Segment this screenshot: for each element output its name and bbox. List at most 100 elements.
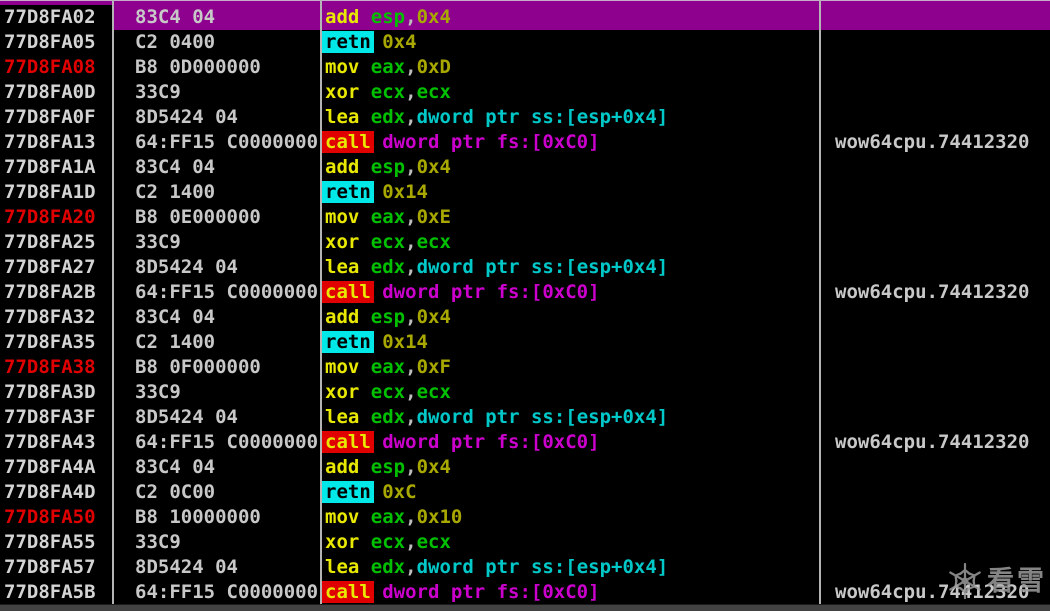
disassembly-row[interactable]: 77D8FA05 C2 0400 retn 0x4 (0, 30, 1050, 55)
disassembly-row[interactable]: 77D8FA55 33C9 xor ecx,ecx (0, 530, 1050, 555)
disassembly-cell: retn 0xC (320, 480, 819, 505)
bytes-cell: 83C4 04 (112, 5, 320, 30)
comment-cell (819, 180, 1050, 205)
disassembly-row[interactable]: 77D8FA08 B8 0D000000 mov eax,0xD (0, 55, 1050, 80)
token-plain (371, 31, 382, 53)
token-mnemonic: mov (325, 356, 360, 378)
token-number: 0x4 (416, 456, 451, 478)
disassembly-row[interactable]: 77D8FA20 B8 0E000000 mov eax,0xE (0, 205, 1050, 230)
bytes-cell: 64:FF15 C0000000 (135, 581, 319, 603)
address-cell-breakpoint: 77D8FA50 (4, 506, 96, 528)
token-plain (371, 481, 382, 503)
token-plain: , (405, 56, 417, 78)
horizontal-scrollbar[interactable] (0, 604, 1050, 611)
disassembly-row[interactable]: 77D8FA3F 8D5424 04 lea edx,dword ptr ss:[e… (0, 405, 1050, 430)
disassembly-row[interactable]: 77D8FA1D C2 1400 retn 0x14 (0, 180, 1050, 205)
column-separator-disassembly-comment[interactable] (819, 0, 821, 605)
address-cell: 77D8FA4A (4, 456, 96, 478)
address-cell: 77D8FA25 (4, 231, 96, 253)
token-plain (371, 581, 382, 603)
address-cell: 77D8FA1D (4, 181, 96, 203)
address-cell: 77D8FA43 (4, 431, 96, 453)
retn-highlight-token: retn (322, 331, 374, 353)
token-plain (359, 256, 370, 278)
token-number: 0x4 (416, 156, 451, 178)
disassembly-cell: call dword ptr fs:[0xC0] (320, 130, 819, 155)
address-cell: 77D8FA3D (4, 381, 96, 403)
token-plain: , (405, 231, 417, 253)
token-mnemonic: xor (325, 231, 360, 253)
bytes-cell: 33C9 (135, 231, 181, 253)
token-mnemonic: mov (325, 56, 360, 78)
disassembly-row[interactable]: 77D8FA4D C2 0C00 retn 0xC (0, 480, 1050, 505)
bytes-cell: C2 1400 (135, 331, 216, 353)
address-cell: 77D8FA4D (4, 481, 96, 503)
token-mem: dword ptr fs:[0xC0] (382, 131, 600, 153)
token-plain (371, 131, 382, 153)
token-register: edx (370, 256, 406, 278)
token-mnemonic: add (325, 306, 360, 328)
comment-cell (819, 480, 1050, 505)
bytes-cell: 64:FF15 C0000000 (135, 281, 319, 303)
disassembly-cell: xor ecx,ecx (320, 530, 819, 555)
disassembly-cell: mov eax,0x10 (320, 505, 819, 530)
disassembly-row[interactable]: 77D8FA0F 8D5424 04 lea edx,dword ptr ss:[e… (0, 105, 1050, 130)
disassembly-row[interactable]: 77D8FA1A 83C4 04 add esp,0x4 (0, 155, 1050, 180)
disassembly-rows: 77D8FA02 83C4 04 add esp,0x4 77D8FA05 C2 040… (0, 5, 1050, 605)
address-cell: 77D8FA27 (4, 256, 96, 278)
disassembly-row[interactable]: 77D8FA27 8D5424 04 lea edx,dword ptr ss:[e… (0, 255, 1050, 280)
column-separator-bytes-disassembly[interactable] (320, 0, 322, 605)
bytes-cell: C2 0400 (135, 31, 216, 53)
token-stack: dword ptr ss:[esp+0x4] (416, 556, 669, 578)
token-mnemonic: mov (325, 506, 360, 528)
address-cell: 77D8FA57 (4, 556, 96, 578)
token-mem: dword ptr fs:[0xC0] (382, 431, 600, 453)
token-mnemonic: add (325, 6, 360, 28)
comment-cell (819, 405, 1050, 430)
disassembly-row[interactable]: 77D8FA25 33C9 xor ecx,ecx (0, 230, 1050, 255)
token-register: ecx (370, 231, 406, 253)
disassembly-row[interactable]: 77D8FA43 64:FF15 C0000000 call dword ptr f… (0, 430, 1050, 455)
token-plain (359, 81, 370, 103)
disassembly-row[interactable]: 77D8FA32 83C4 04 add esp,0x4 (0, 305, 1050, 330)
disassembly-row[interactable]: 77D8FA57 8D5424 04 lea edx,dword ptr ss:[e… (0, 555, 1050, 580)
comment-cell (819, 5, 1050, 30)
disassembly-row[interactable]: 77D8FA50 B8 10000000 mov eax,0x10 (0, 505, 1050, 530)
disassembly-row[interactable]: 77D8FA2B 64:FF15 C0000000 call dword ptr f… (0, 280, 1050, 305)
token-register: ecx (416, 231, 451, 253)
disassembly-row[interactable]: 77D8FA02 83C4 04 add esp,0x4 (0, 5, 1050, 30)
comment-cell: wow64cpu.74412320 (835, 131, 1030, 153)
disassembly-row[interactable]: 77D8FA3D 33C9 xor ecx,ecx (0, 380, 1050, 405)
token-plain: , (405, 531, 417, 553)
token-number: 0x4 (416, 6, 451, 28)
token-stack: dword ptr ss:[esp+0x4] (416, 256, 669, 278)
comment-cell (819, 230, 1050, 255)
disassembly-row[interactable]: 77D8FA38 B8 0F000000 mov eax,0xF (0, 355, 1050, 380)
token-plain: , (405, 106, 417, 128)
disassembly-row[interactable]: 77D8FA35 C2 1400 retn 0x14 (0, 330, 1050, 355)
token-mnemonic: xor (325, 81, 360, 103)
disassembly-row[interactable]: 77D8FA4A 83C4 04 add esp,0x4 (0, 455, 1050, 480)
comment-cell (819, 30, 1050, 55)
disassembly-row[interactable]: 77D8FA13 64:FF15 C0000000 call dword ptr f… (0, 130, 1050, 155)
address-cell: 77D8FA0F (4, 106, 96, 128)
disassembly-row[interactable]: 77D8FA0D 33C9 xor ecx,ecx (0, 80, 1050, 105)
token-number: 0x14 (382, 181, 428, 203)
address-cell: 77D8FA5B (4, 581, 96, 603)
address-cell: 77D8FA32 (4, 306, 96, 328)
token-plain: , (405, 306, 417, 328)
disassembly-row[interactable]: 77D8FA5B 64:FF15 C0000000 call dword ptr f… (0, 580, 1050, 605)
comment-cell (819, 105, 1050, 130)
comment-cell (819, 305, 1050, 330)
token-plain (371, 431, 382, 453)
token-plain (359, 306, 370, 328)
token-number: 0x10 (416, 506, 463, 528)
comment-cell (819, 505, 1050, 530)
retn-highlight-token: retn (322, 181, 374, 203)
token-plain (371, 331, 382, 353)
comment-cell: wow64cpu.74412320 (835, 431, 1030, 453)
comment-cell (819, 205, 1050, 230)
token-plain (359, 556, 370, 578)
column-separator-address-bytes[interactable] (112, 0, 114, 605)
comment-cell (819, 330, 1050, 355)
